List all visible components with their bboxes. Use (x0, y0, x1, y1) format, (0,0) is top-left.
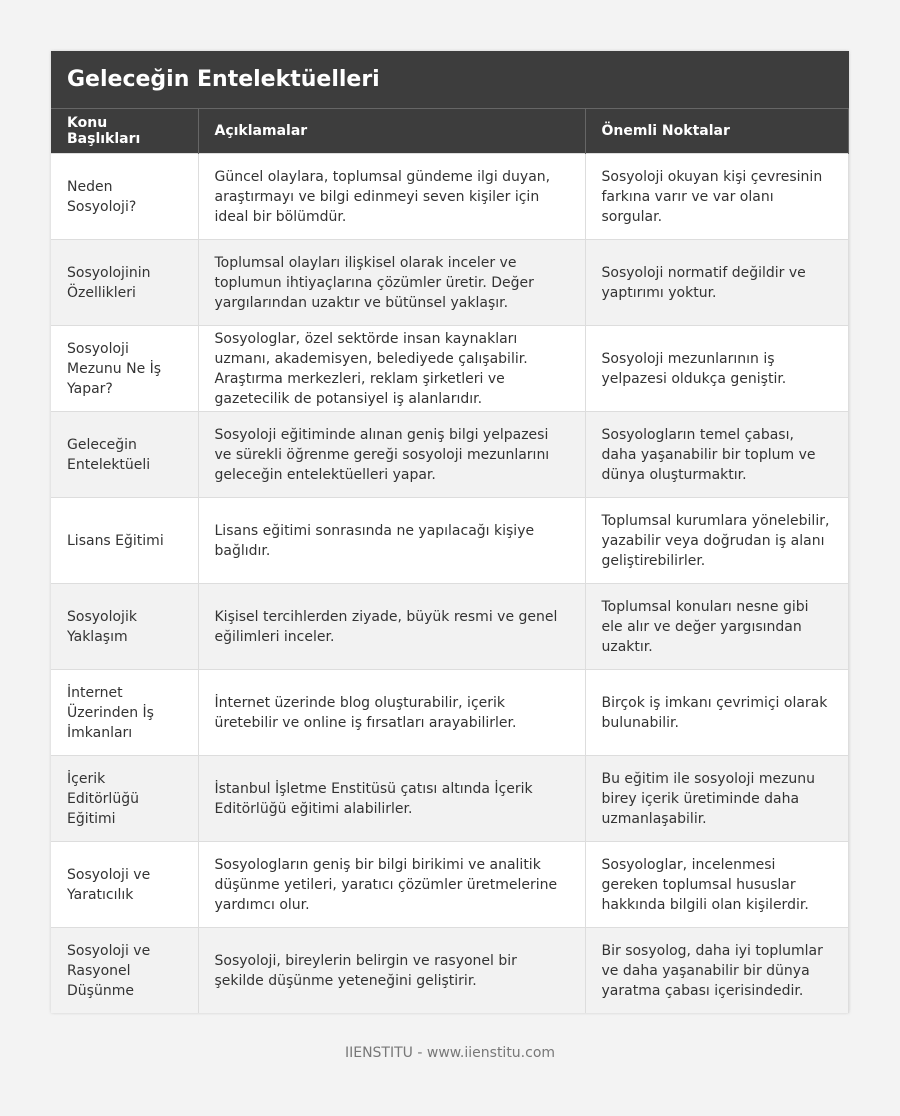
title: Geleceğin Entelektüelleri (51, 51, 849, 109)
header-cell: Önemli Noktalar (585, 109, 849, 154)
cell: Lisans eğitimi sonrasında ne yapılacağı … (198, 497, 586, 584)
cell: Sosyoloji mezunlarının iş yelpazesi oldu… (585, 325, 849, 412)
cell: Birçok iş imkanı çevrimiçi olarak buluna… (585, 669, 849, 756)
cell: Geleceğin Entelektüeli (51, 411, 199, 498)
row: Sosyolojinin Özellikleri Toplumsal olayla… (51, 239, 849, 326)
header-row: Konu Başlıkları Açıklamalar Önemli Noktala… (51, 109, 849, 154)
row: Lisans Eğitimi Lisans eğitimi sonrasında … (51, 497, 849, 584)
cell: Sosyoloji okuyan kişi çevresinin farkına… (585, 153, 849, 240)
cell: İçerik Editörlüğü Eğitimi (51, 755, 199, 842)
cell: Bir sosyolog, daha iyi toplumlar ve daha… (585, 927, 849, 1013)
cell: Sosyoloji eğitiminde alınan geniş bilgi … (198, 411, 586, 498)
cell: Sosyoloji ve Rasyonel Düşünme (51, 927, 199, 1013)
header-cell: Konu Başlıkları (51, 109, 199, 154)
table: Konu Başlıkları Açıklamalar Önemli Noktala… (51, 109, 849, 1013)
cell: Bu eğitim ile sosyoloji mezunu birey içe… (585, 755, 849, 842)
cell: Sosyologlar, incelenmesi gereken toplums… (585, 841, 849, 928)
card: Geleceğin Entelektüelleri Konu Başlıklar… (51, 51, 849, 1013)
cell: Lisans Eğitimi (51, 497, 199, 584)
row: İçerik Editörlüğü Eğitimi İstanbul İşletm… (51, 755, 849, 842)
cell: Sosyolojik Yaklaşım (51, 583, 199, 670)
cell: Toplumsal kurumlara yönelebilir, yazabil… (585, 497, 849, 584)
row: İnternet Üzerinden İş İmkanları İnternet … (51, 669, 849, 756)
cell: Sosyoloji, bireylerin belirgin ve rasyon… (198, 927, 586, 1013)
row: Neden Sosyoloji? Güncel olaylara, toplums… (51, 153, 849, 240)
row: Sosyoloji Mezunu Ne İş Yapar? Sosyologlar… (51, 325, 849, 412)
cell: Kişisel tercihlerden ziyade, büyük resmi… (198, 583, 586, 670)
cell: İnternet Üzerinden İş İmkanları (51, 669, 199, 756)
cell: Sosyoloji normatif değildir ve yaptırımı… (585, 239, 849, 326)
header-cell: Açıklamalar (198, 109, 586, 154)
cell: Sosyoloji Mezunu Ne İş Yapar? (51, 325, 199, 412)
row: Geleceğin Entelektüeli Sosyoloji eğitimin… (51, 411, 849, 498)
cell: Sosyologların temel çabası, daha yaşanab… (585, 411, 849, 498)
row: Sosyolojik Yaklaşım Kişisel tercihlerden … (51, 583, 849, 670)
cell: Sosyolojinin Özellikleri (51, 239, 199, 326)
cell: İstanbul İşletme Enstitüsü çatısı altınd… (198, 755, 586, 842)
cell: Neden Sosyoloji? (51, 153, 199, 240)
row: Sosyoloji ve Yaratıcılık Sosyologların ge… (51, 841, 849, 928)
cell: Sosyologların geniş bir bilgi birikimi v… (198, 841, 586, 928)
footer: IIENSTITU - www.iienstitu.com (344, 1045, 556, 1061)
row: Sosyoloji ve Rasyonel Düşünme Sosyoloji, … (51, 927, 849, 1013)
cell: Toplumsal olayları ilişkisel olarak ince… (198, 239, 586, 326)
cell: Güncel olaylara, toplumsal gündeme ilgi … (198, 153, 586, 240)
cell: İnternet üzerinde blog oluşturabilir, iç… (198, 669, 586, 756)
cell: Toplumsal konuları nesne gibi ele alır v… (585, 583, 849, 670)
cell: Sosyologlar, özel sektörde insan kaynakl… (198, 325, 586, 412)
cell: Sosyoloji ve Yaratıcılık (51, 841, 199, 928)
